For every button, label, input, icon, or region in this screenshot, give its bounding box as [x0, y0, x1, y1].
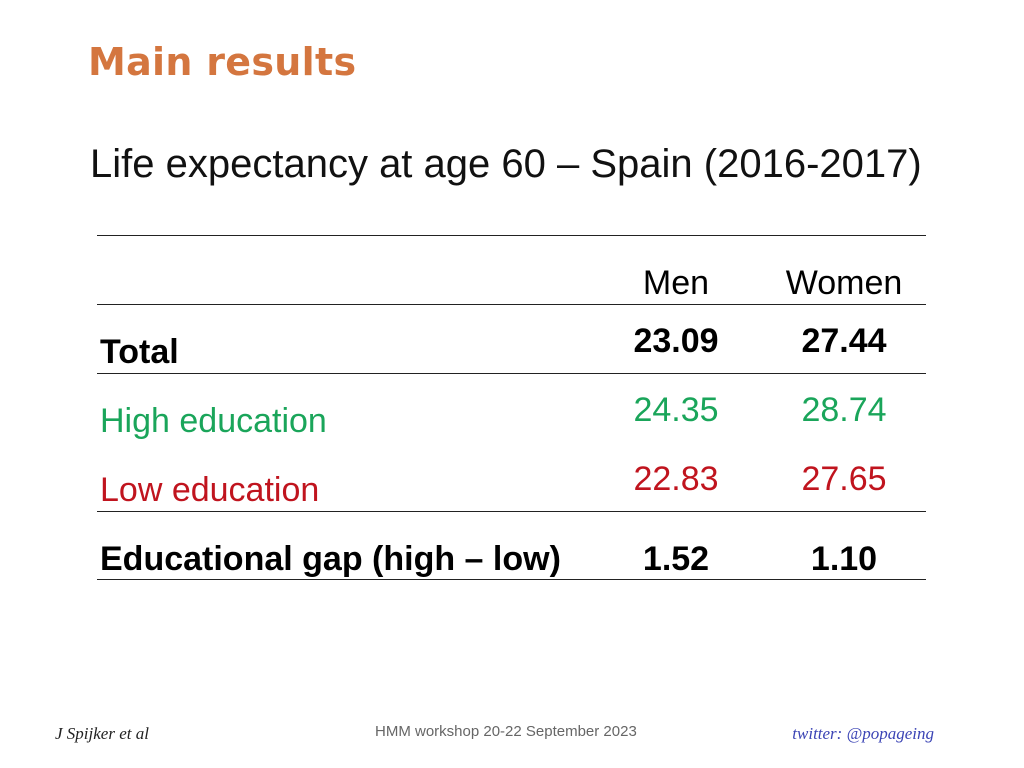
slide-subtitle: Life expectancy at age 60 – Spain (2016-…	[90, 142, 922, 186]
row-total-women: 27.44	[801, 322, 887, 360]
table-top-rule	[97, 235, 926, 236]
row-low-education-women: 27.65	[801, 460, 887, 498]
row-total-men: 23.09	[633, 322, 719, 360]
header-women: Women	[785, 264, 903, 302]
footer-twitter-link[interactable]: twitter: @popageing	[792, 724, 934, 743]
row-low-education-men: 22.83	[633, 460, 719, 498]
row-gap-women: 1.10	[810, 540, 878, 578]
row-high-education-women: 28.74	[801, 391, 887, 429]
table-bottom-rule	[97, 579, 926, 580]
header-men: Men	[642, 264, 710, 302]
row-total-label: Total	[100, 333, 179, 371]
education-bottom-rule	[97, 511, 926, 512]
row-gap-label: Educational gap (high – low)	[100, 540, 561, 578]
row-gap-men: 1.52	[642, 540, 710, 578]
footer-author: J Spijker et al	[55, 724, 149, 743]
row-low-education-label: Low education	[100, 471, 320, 509]
row-high-education-label: High education	[100, 402, 327, 440]
total-bottom-rule	[97, 373, 926, 374]
header-bottom-rule	[97, 304, 926, 305]
footer-event: HMM workshop 20-22 September 2023	[375, 723, 637, 740]
slide-title: Main results	[88, 40, 357, 84]
row-high-education-men: 24.35	[633, 391, 719, 429]
